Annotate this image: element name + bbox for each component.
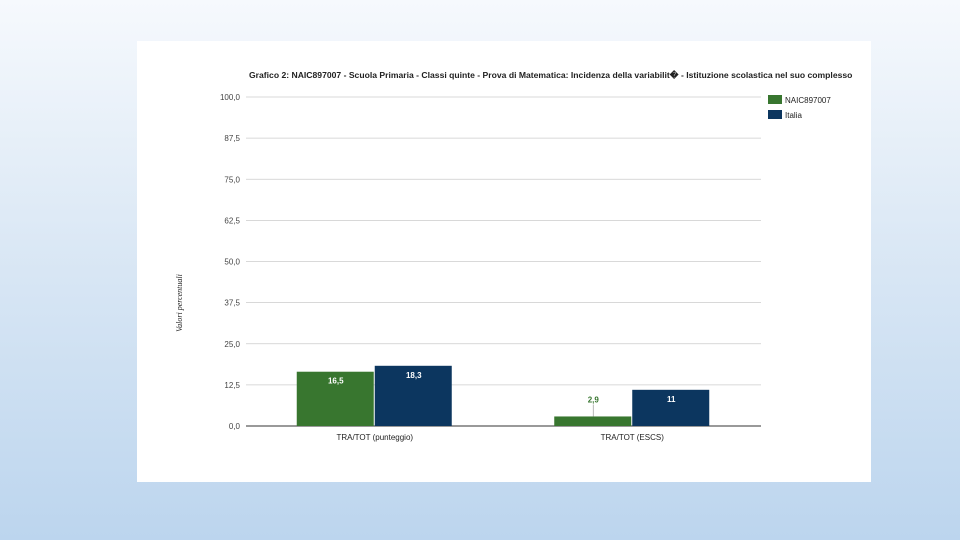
y-axis-ticks: 0,0 12,5 25,0 37,5 50,0 62,5 75,0 87,5 100,0 — [220, 93, 241, 431]
x-category-label: TRA/TOT (ESCS) — [601, 433, 665, 442]
y-tick-label: 87,5 — [224, 134, 240, 143]
y-tick-label: 0,0 — [229, 422, 241, 431]
y-tick-label: 62,5 — [224, 216, 240, 225]
y-tick-label: 50,0 — [224, 258, 240, 267]
bar-chart: Grafico 2: NAIC897007 - Scuola Primaria … — [175, 69, 852, 442]
legend-swatch — [768, 95, 782, 104]
bars: 16,5 18,3 2,9 11 — [296, 365, 710, 426]
legend-label: Italia — [785, 111, 802, 120]
bar-value-label: 2,9 — [588, 395, 600, 404]
x-category-label: TRA/TOT (punteggio) — [336, 433, 413, 442]
y-tick-label: 12,5 — [224, 381, 240, 390]
legend-label: NAIC897007 — [785, 96, 831, 105]
bar-value-label: 16,5 — [328, 377, 344, 386]
x-axis-categories: TRA/TOT (punteggio) TRA/TOT (ESCS) — [336, 433, 664, 442]
bar-value-label: 18,3 — [406, 371, 422, 380]
y-tick-label: 75,0 — [224, 175, 240, 184]
legend-swatch — [768, 110, 782, 119]
legend: NAIC897007 Italia — [768, 95, 831, 120]
bar-italia — [374, 365, 452, 426]
y-tick-label: 100,0 — [220, 93, 241, 102]
y-axis-label: Valori percentuali — [175, 274, 184, 332]
bar-value-label: 11 — [667, 395, 676, 404]
bar-naic897007 — [554, 416, 632, 426]
slide-card: Grafico 2: NAIC897007 - Scuola Primaria … — [137, 41, 871, 482]
y-tick-label: 37,5 — [224, 299, 240, 308]
bar-naic897007 — [296, 371, 374, 426]
bar-italia — [632, 389, 710, 426]
chart-title: Grafico 2: NAIC897007 - Scuola Primaria … — [249, 69, 852, 80]
y-tick-label: 25,0 — [224, 340, 240, 349]
